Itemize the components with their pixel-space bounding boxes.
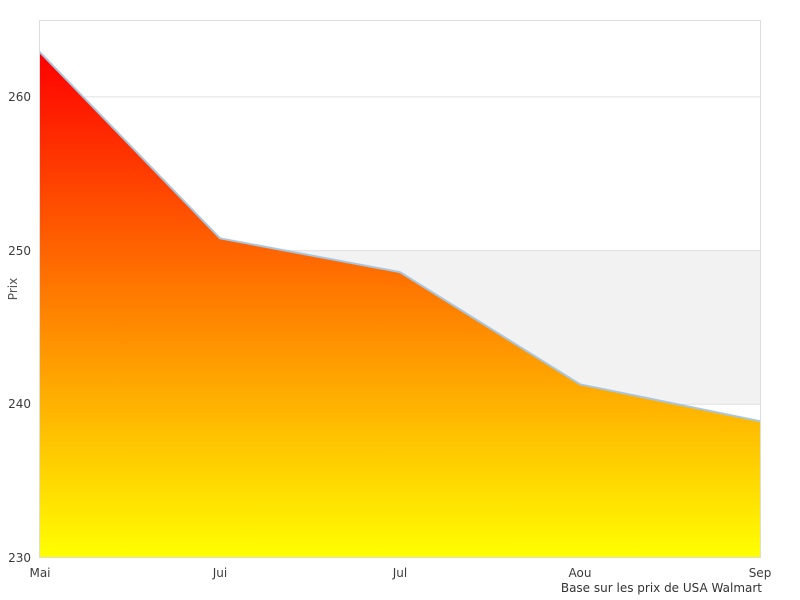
y-tick-label-240: 240 [8, 397, 31, 412]
y-axis-title: Prix [6, 277, 20, 301]
y-tick-label-230: 230 [8, 551, 31, 565]
source-caption: Base sur les prix de USA Walmart [560, 581, 762, 595]
y-tick-label-260: 260 [8, 89, 31, 104]
price-area [40, 52, 760, 558]
x-tick-label-sep: Sep [748, 566, 772, 580]
y-tick-label-250: 250 [8, 243, 31, 258]
plot-area [39, 20, 761, 558]
x-tick-label-jul: Jul [392, 566, 408, 580]
x-tick-label-jui: Jui [212, 566, 228, 580]
price-line [39, 51, 761, 423]
x-tick-label-aou: Aou [568, 566, 592, 580]
x-tick-label-mai: Mai [29, 566, 51, 580]
plot-border [39, 20, 761, 558]
